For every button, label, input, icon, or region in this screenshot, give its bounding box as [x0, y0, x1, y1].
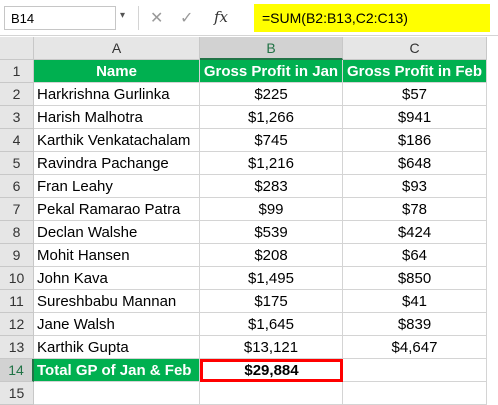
jan-profit-cell[interactable]: $539	[200, 221, 343, 244]
column-header-b[interactable]: B	[200, 37, 343, 60]
formula-text: =SUM(B2:B13,C2:C13)	[262, 10, 408, 26]
row-header-14[interactable]: 14	[0, 359, 34, 382]
name-cell[interactable]: Sureshbabu Mannan	[34, 290, 200, 313]
name-cell[interactable]: Pekal Ramarao Patra	[34, 198, 200, 221]
jan-profit-cell[interactable]: $1,495	[200, 267, 343, 290]
feb-profit-cell[interactable]: $186	[343, 129, 487, 152]
formula-input[interactable]: =SUM(B2:B13,C2:C13)	[254, 4, 490, 32]
formula-bar-divider	[138, 6, 139, 30]
feb-profit-cell[interactable]: $648	[343, 152, 487, 175]
row-header-5[interactable]: 5	[0, 152, 34, 175]
row-header-3[interactable]: 3	[0, 106, 34, 129]
feb-profit-cell[interactable]: $57	[343, 83, 487, 106]
jan-profit-cell[interactable]: $208	[200, 244, 343, 267]
row-header-10[interactable]: 10	[0, 267, 34, 290]
feb-profit-cell[interactable]: $941	[343, 106, 487, 129]
feb-profit-cell[interactable]: $4,647	[343, 336, 487, 359]
total-label-cell[interactable]: Total GP of Jan & Feb	[34, 359, 200, 382]
jan-profit-cell[interactable]: $225	[200, 83, 343, 106]
insert-function-icon[interactable]: fx	[214, 8, 229, 26]
row-header-2[interactable]: 2	[0, 83, 34, 106]
name-box[interactable]: B14	[4, 6, 116, 30]
name-box-dropdown-icon[interactable]: ▾	[120, 10, 126, 21]
column-title-cell[interactable]: Gross Profit in Jan	[200, 60, 343, 83]
total-value-cell[interactable]: $29,884	[200, 359, 343, 382]
formula-bar: B14 ▾ ✕ ✓ fx =SUM(B2:B13,C2:C13)	[0, 0, 498, 36]
row-header-7[interactable]: 7	[0, 198, 34, 221]
feb-profit-cell[interactable]: $424	[343, 221, 487, 244]
jan-profit-cell[interactable]: $175	[200, 290, 343, 313]
row-header-12[interactable]: 12	[0, 313, 34, 336]
feb-profit-cell[interactable]: $78	[343, 198, 487, 221]
select-all-corner[interactable]	[0, 37, 34, 60]
name-cell[interactable]: Jane Walsh	[34, 313, 200, 336]
empty-cell[interactable]	[343, 359, 487, 382]
name-cell[interactable]: Declan Walshe	[34, 221, 200, 244]
row-header-6[interactable]: 6	[0, 175, 34, 198]
name-cell[interactable]: Karthik Gupta	[34, 336, 200, 359]
jan-profit-cell[interactable]: $1,645	[200, 313, 343, 336]
name-cell[interactable]: Harish Malhotra	[34, 106, 200, 129]
enter-icon[interactable]: ✓	[180, 10, 194, 27]
feb-profit-cell[interactable]: $839	[343, 313, 487, 336]
column-header-a[interactable]: A	[34, 37, 200, 60]
feb-profit-cell[interactable]: $93	[343, 175, 487, 198]
column-title-cell[interactable]: Gross Profit in Feb	[343, 60, 487, 83]
jan-profit-cell[interactable]: $13,121	[200, 336, 343, 359]
name-cell[interactable]: Fran Leahy	[34, 175, 200, 198]
jan-profit-cell[interactable]: $283	[200, 175, 343, 198]
name-box-value: B14	[11, 11, 35, 26]
row-header-4[interactable]: 4	[0, 129, 34, 152]
column-header-c[interactable]: C	[343, 37, 487, 60]
name-cell[interactable]: Mohit Hansen	[34, 244, 200, 267]
row-header-11[interactable]: 11	[0, 290, 34, 313]
row-header-13[interactable]: 13	[0, 336, 34, 359]
row-header-8[interactable]: 8	[0, 221, 34, 244]
row-header-15[interactable]: 15	[0, 382, 34, 405]
cancel-icon[interactable]: ✕	[150, 10, 164, 27]
empty-cell[interactable]	[34, 382, 200, 405]
jan-profit-cell[interactable]: $745	[200, 129, 343, 152]
jan-profit-cell[interactable]: $99	[200, 198, 343, 221]
feb-profit-cell[interactable]: $850	[343, 267, 487, 290]
jan-profit-cell[interactable]: $1,216	[200, 152, 343, 175]
column-title-cell[interactable]: Name	[34, 60, 200, 83]
jan-profit-cell[interactable]: $1,266	[200, 106, 343, 129]
empty-cell[interactable]	[200, 382, 343, 405]
name-cell[interactable]: Harkrishna Gurlinka	[34, 83, 200, 106]
row-header-9[interactable]: 9	[0, 244, 34, 267]
feb-profit-cell[interactable]: $64	[343, 244, 487, 267]
empty-cell[interactable]	[343, 382, 487, 405]
row-header-1[interactable]: 1	[0, 60, 34, 83]
name-cell[interactable]: John Kava	[34, 267, 200, 290]
name-cell[interactable]: Karthik Venkatachalam	[34, 129, 200, 152]
feb-profit-cell[interactable]: $41	[343, 290, 487, 313]
name-cell[interactable]: Ravindra Pachange	[34, 152, 200, 175]
